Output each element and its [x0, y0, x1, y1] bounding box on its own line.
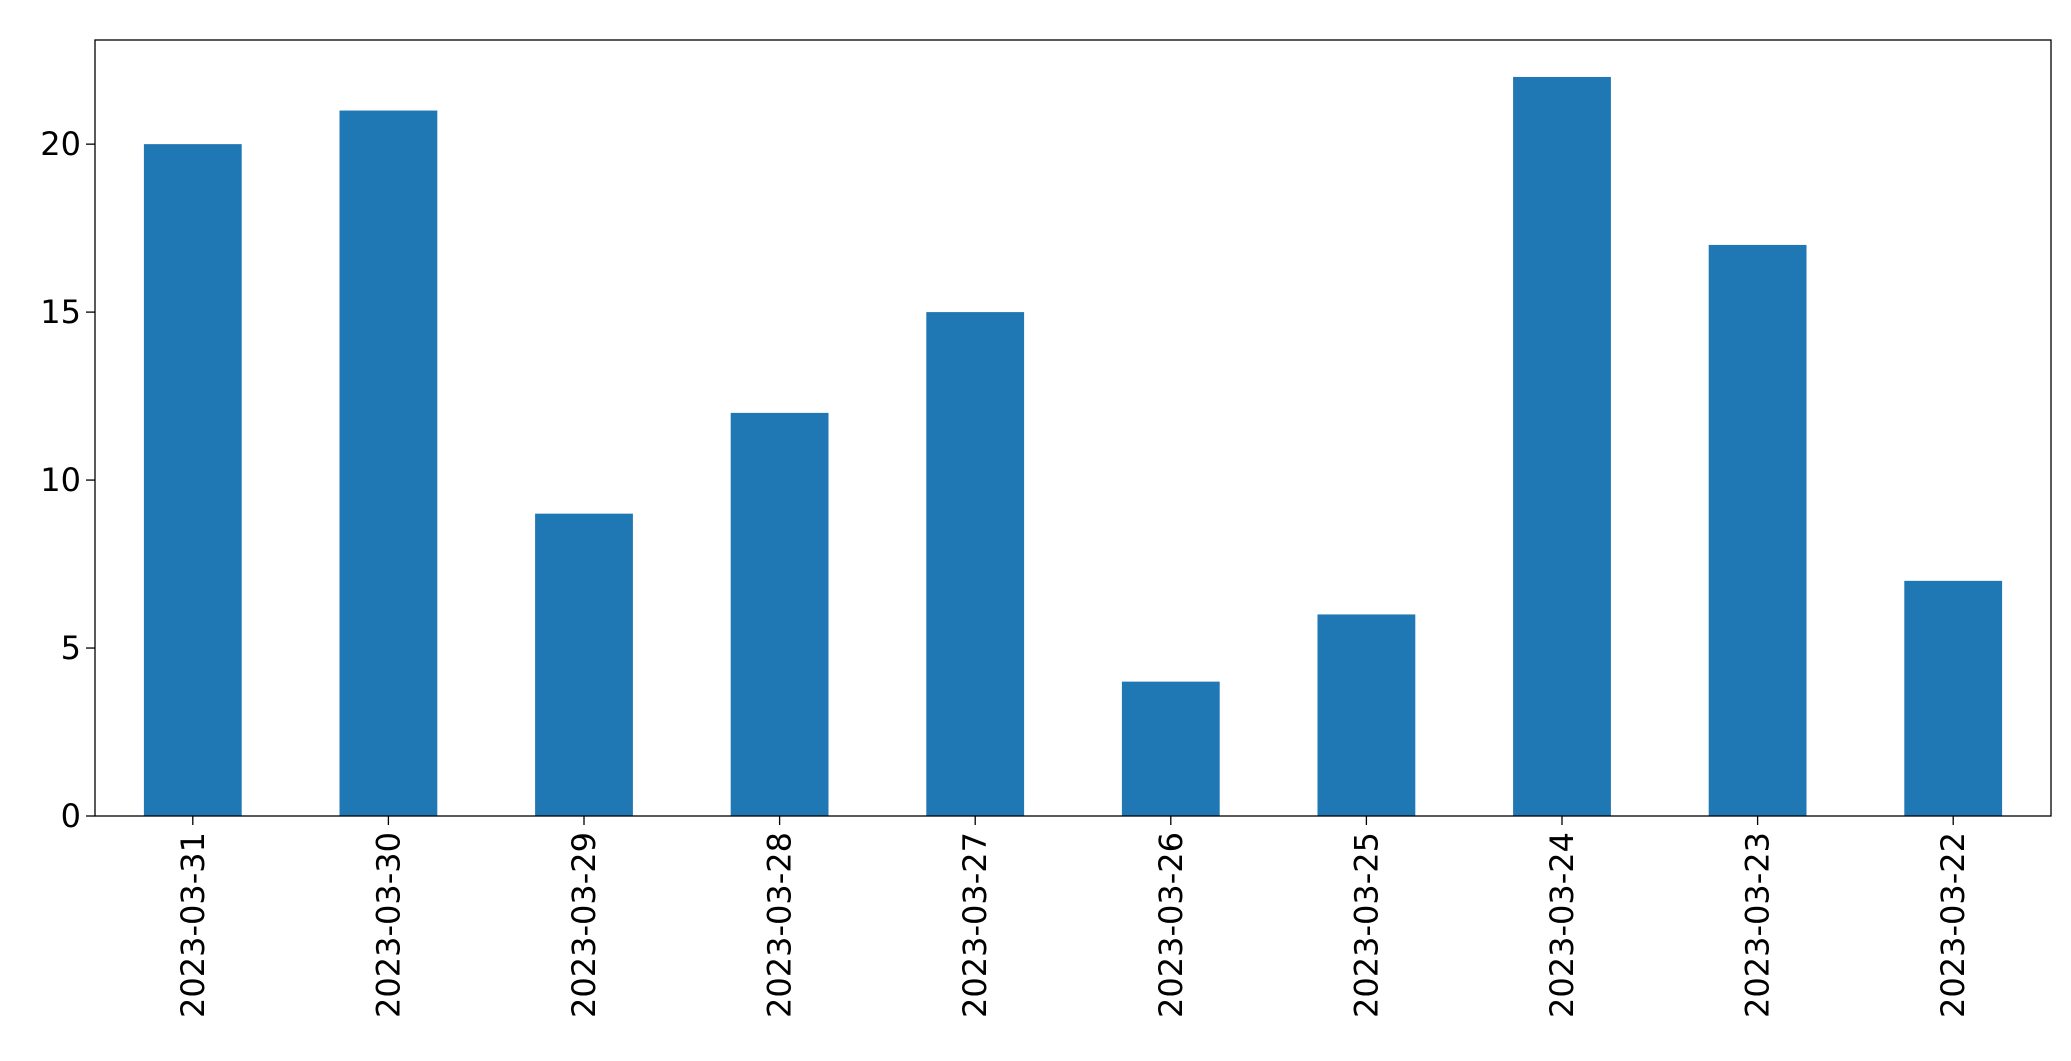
y-tick-label: 15: [40, 293, 81, 331]
bar: [1513, 76, 1611, 816]
bar: [143, 144, 242, 816]
bar: [730, 412, 829, 816]
y-tick-label: 5: [61, 629, 81, 667]
bar: [926, 312, 1025, 816]
x-tick-label: 2023-03-27: [956, 832, 994, 1018]
x-tick-label: 2023-03-29: [565, 832, 603, 1018]
bar: [339, 110, 438, 816]
x-tick-label: 2023-03-25: [1347, 832, 1385, 1018]
x-tick-label: 2023-03-30: [369, 832, 407, 1018]
x-tick-label: 2023-03-31: [174, 832, 212, 1018]
bar: [1121, 681, 1220, 816]
x-tick-label: 2023-03-22: [1934, 832, 1972, 1018]
x-tick-label: 2023-03-28: [761, 832, 799, 1018]
y-tick-label: 10: [40, 461, 81, 499]
x-tick-label: 2023-03-26: [1152, 832, 1190, 1018]
plot-frame: [94, 39, 2052, 817]
y-tick-label: 20: [40, 125, 81, 163]
y-tick-label: 0: [61, 797, 81, 835]
bar: [1317, 614, 1416, 816]
x-tick-label: 2023-03-24: [1543, 832, 1581, 1018]
bar: [1904, 580, 2003, 816]
bar: [1708, 244, 1807, 817]
bar: [535, 513, 633, 816]
x-tick-label: 2023-03-23: [1739, 832, 1777, 1018]
